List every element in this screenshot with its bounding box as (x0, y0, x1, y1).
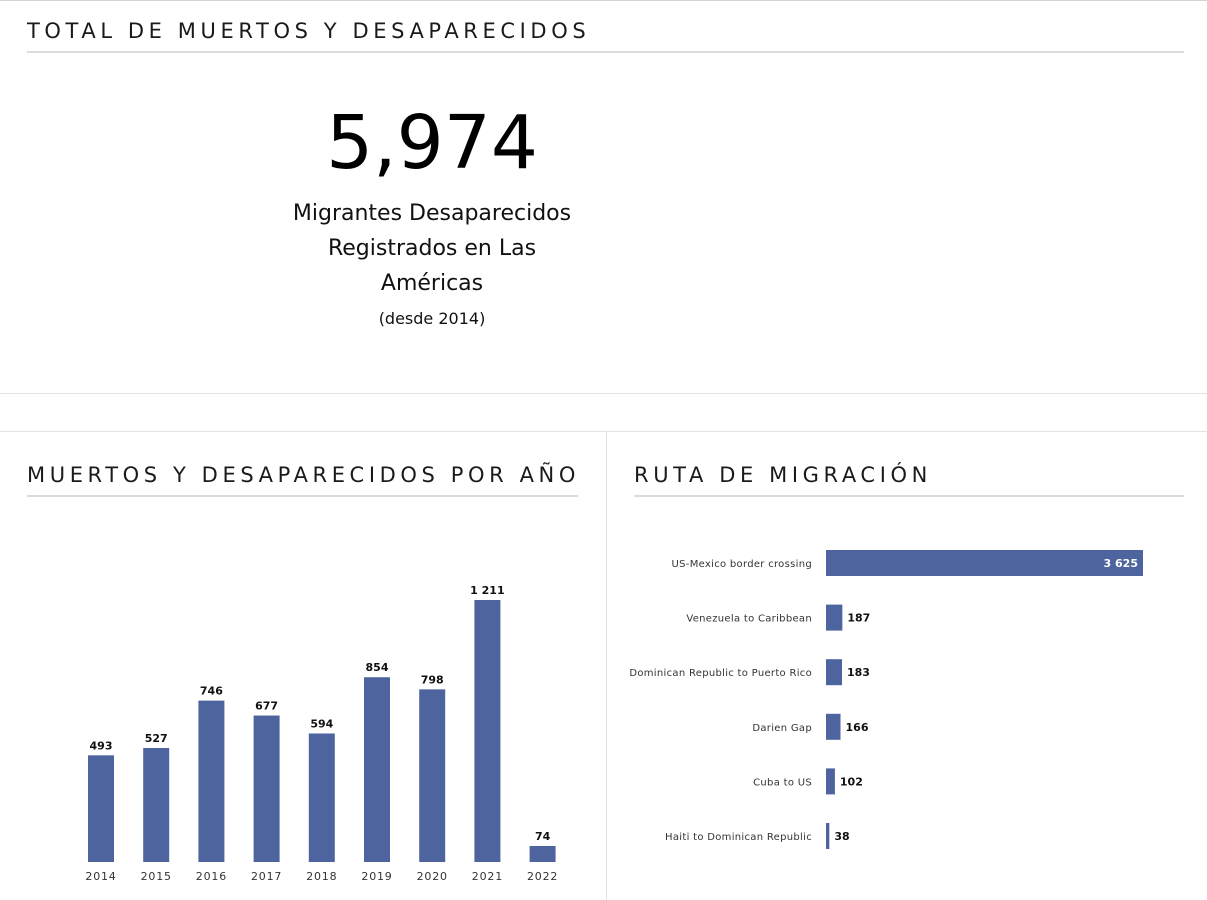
section-separator (0, 431, 1207, 432)
year-value-label: 677 (255, 700, 278, 713)
year-value-label: 594 (310, 717, 333, 730)
year-bar-2016 (198, 700, 225, 862)
route-value-label: 38 (834, 830, 849, 843)
route-bar (826, 659, 843, 686)
year-value-label: 1 211 (470, 584, 504, 597)
route-bar (826, 768, 835, 795)
route-value-label: 183 (847, 666, 870, 679)
route-category-label: Cuba to US (753, 777, 812, 788)
year-bar-2017 (253, 715, 280, 862)
year-tick-label: 2020 (417, 870, 448, 883)
year-value-label: 527 (145, 732, 168, 745)
year-tick-label: 2017 (251, 870, 282, 883)
year-tick-label: 2019 (361, 870, 392, 883)
top-border (0, 0, 1207, 1)
year-bar-2022 (529, 845, 556, 862)
year-value-label: 854 (366, 661, 389, 674)
year-value-label: 493 (90, 739, 113, 752)
year-title-underline (27, 495, 578, 497)
route-bar-chart: US-Mexico border crossing 3 625 Venezuela … (630, 550, 1143, 849)
route-category-label: Darien Gap (752, 723, 812, 734)
route-title-underline (634, 495, 1184, 497)
route-bar (826, 550, 1143, 576)
route-value-label: 166 (846, 721, 869, 734)
year-bar-2018 (308, 733, 335, 862)
year-bar-2014 (88, 755, 114, 862)
total-title-underline (27, 51, 1184, 53)
route-bar (826, 823, 830, 849)
total-count-since: (desde 2014) (378, 309, 486, 328)
year-tick-label: 2021 (472, 870, 503, 883)
year-chart-title: MUERTOS Y DESAPARECIDOS POR AÑO (27, 463, 580, 487)
year-bar-chart: 493 2014 527 2015 746 2016 677 2017 594 2018 854 20… (85, 584, 558, 883)
route-category-label: US-Mexico border crossing (672, 559, 812, 570)
route-category-label: Venezuela to Caribbean (686, 614, 812, 625)
year-bar-2021 (474, 600, 501, 862)
route-value-label: 3 625 (1104, 557, 1138, 570)
total-section-title: TOTAL DE MUERTOS Y DESAPARECIDOS (27, 19, 591, 43)
section-separator (0, 393, 1207, 394)
route-chart-title: RUTA DE MIGRACIÓN (634, 463, 932, 487)
route-bar (826, 713, 841, 740)
year-bar-2019 (364, 677, 390, 862)
year-tick-label: 2016 (196, 870, 227, 883)
year-value-label: 798 (421, 673, 444, 686)
route-value-label: 102 (840, 775, 863, 788)
route-value-label: 187 (847, 612, 870, 625)
total-count-label: Migrantes Desaparecidos Registrados en L… (292, 201, 572, 296)
route-bar (826, 604, 843, 631)
year-tick-label: 2014 (85, 870, 116, 883)
year-tick-label: 2018 (306, 870, 337, 883)
year-tick-label: 2022 (527, 870, 558, 883)
panel-divider (606, 431, 607, 900)
year-bar-2015 (143, 747, 170, 862)
year-value-label: 74 (535, 830, 551, 843)
year-bar-2020 (419, 689, 446, 862)
route-category-label: Haiti to Dominican Republic (665, 832, 812, 843)
route-category-label: Dominican Republic to Puerto Rico (630, 668, 812, 679)
total-count: 5,974 (326, 100, 538, 186)
year-value-label: 746 (200, 685, 223, 698)
year-tick-label: 2015 (141, 870, 172, 883)
